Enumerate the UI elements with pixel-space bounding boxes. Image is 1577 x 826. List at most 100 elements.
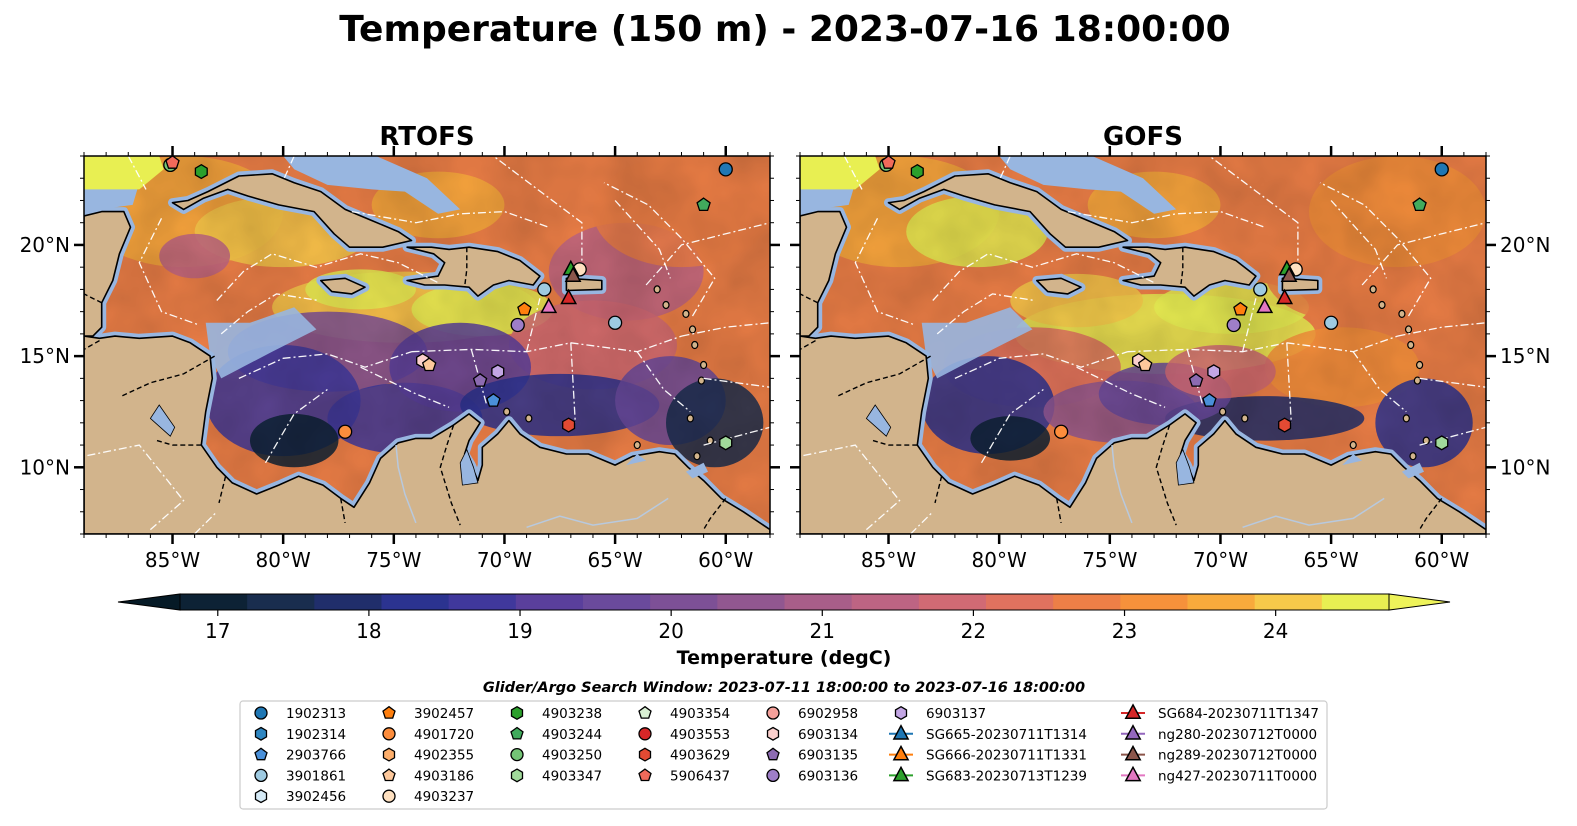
- y-tick-label: 15°N: [20, 344, 70, 368]
- legend-label: 3902457: [414, 706, 474, 722]
- colorbar-swatch: [448, 594, 517, 610]
- colorbar-swatch: [1053, 594, 1121, 610]
- colorbar-label: Temperature (degC): [677, 647, 892, 669]
- obs-marker: [510, 317, 525, 333]
- legend-label: 6903135: [798, 748, 858, 764]
- colorbar-swatch: [1187, 594, 1256, 610]
- obs-marker: [421, 357, 437, 372]
- legend-entry: 6903135: [766, 747, 858, 764]
- x-tick-label: 70°W: [1193, 548, 1248, 572]
- y-tick-label: 10°N: [20, 455, 70, 479]
- colorbar-swatch: [515, 594, 584, 610]
- colorbar-swatch: [650, 594, 718, 610]
- legend-marker: [1124, 744, 1142, 761]
- legend-label: 4902355: [414, 748, 474, 764]
- legend-label: 3902456: [286, 789, 346, 805]
- legend-label: 1902313: [286, 706, 346, 722]
- colorbar-tick-label: 21: [810, 619, 835, 643]
- legend-label: SG666-20230711T1331: [926, 748, 1087, 764]
- x-tick-label: 65°W: [1303, 548, 1358, 572]
- x-tick-label: 65°W: [587, 548, 642, 572]
- legend-marker: [254, 768, 268, 783]
- colorbar: 17 18 19 20 21 22 23 24: [117, 593, 1451, 643]
- legend-marker: [382, 768, 396, 782]
- legend-label: SG683-20230713T1239: [926, 768, 1087, 784]
- obs-marker: [1233, 301, 1248, 316]
- legend-label: ng289-20230712T0000: [1158, 748, 1317, 764]
- legend: 1902313 1902314 2903766 3901861 3902456 39024…: [239, 700, 1328, 810]
- legend-entry: 6903134: [766, 726, 858, 743]
- y-tick-label-right: 10°N: [1500, 455, 1550, 479]
- legend-label: ng427-20230711T0000: [1158, 768, 1317, 784]
- colorbar-swatch: [717, 594, 785, 610]
- obs-marker: [1280, 266, 1298, 283]
- y-tick-label: 20°N: [20, 233, 70, 257]
- obs-marker: [517, 301, 532, 316]
- legend-label: 6902958: [798, 706, 858, 722]
- obs-marker: [491, 364, 505, 380]
- obs-marker: [564, 266, 582, 283]
- obs-marker: [1323, 315, 1339, 330]
- legend-entry: ng280-20230712T0000: [1121, 724, 1317, 743]
- search-window-label: Glider/Argo Search Window: 2023-07-11 18…: [483, 680, 1085, 696]
- legend-label: SG665-20230711T1314: [926, 727, 1087, 743]
- legend-marker: [254, 726, 268, 741]
- colorbar-tick-label: 22: [961, 619, 986, 643]
- colorbar-swatch: [784, 594, 853, 610]
- panel-title: GOFS: [1103, 122, 1183, 152]
- x-tick-label: 80°W: [256, 548, 311, 572]
- x-tick-label: 85°W: [861, 548, 916, 572]
- legend-marker: [766, 747, 780, 761]
- colorbar-extend-max: [1388, 593, 1451, 611]
- legend-entry: 3902456: [254, 789, 346, 805]
- legend-label: 4903347: [542, 768, 602, 784]
- obs-marker: [1276, 288, 1294, 305]
- legend-label: 4901720: [414, 727, 474, 743]
- legend-label: 4903553: [670, 727, 730, 743]
- obs-marker: [1202, 392, 1217, 407]
- legend-marker: [766, 706, 780, 720]
- legend-entry: 4903237: [382, 789, 474, 805]
- legend-marker: [382, 747, 396, 762]
- legend-marker: [510, 747, 524, 762]
- obs-marker: [472, 372, 488, 387]
- legend-marker: [892, 744, 910, 761]
- obs-marker: [881, 156, 896, 169]
- obs-marker: [607, 315, 623, 330]
- legend-entry: 3902457: [382, 705, 474, 722]
- legend-label: SG684-20230711T1347: [1158, 706, 1319, 722]
- colorbar-tick-label: 18: [356, 619, 381, 643]
- legend-entry: 4903629: [638, 747, 730, 764]
- legend-marker: [638, 727, 652, 741]
- legend-label: ng280-20230712T0000: [1158, 727, 1317, 743]
- legend-entry: ng427-20230711T0000: [1121, 765, 1317, 784]
- legend-marker: [510, 726, 524, 740]
- obs-marker: [194, 163, 208, 180]
- colorbar-swatch: [1321, 594, 1390, 610]
- legend-label: 2903766: [286, 748, 346, 764]
- legend-entry: 6903136: [766, 768, 858, 784]
- legend-entry: 4903553: [638, 727, 730, 743]
- y-tick-label-right: 20°N: [1500, 233, 1550, 257]
- obs-marker: [1412, 197, 1427, 212]
- colorbar-tick-label: 24: [1263, 619, 1288, 643]
- legend-marker: [1124, 765, 1142, 782]
- legend-label: 4903186: [414, 768, 474, 784]
- legend-entry: SG665-20230711T1314: [889, 724, 1087, 743]
- legend-entry: 2903766: [254, 747, 346, 764]
- colorbar-swatch: [918, 594, 987, 610]
- obs-marker: [562, 417, 576, 433]
- colorbar-swatch: [247, 594, 315, 610]
- obs-marker: [1435, 435, 1449, 451]
- legend-entry: 4903186: [382, 768, 474, 784]
- legend-entry: 4901720: [382, 727, 474, 743]
- legend-label: 5906437: [670, 768, 730, 784]
- obs-marker: [1256, 297, 1274, 314]
- x-tick-label: 85°W: [145, 548, 200, 572]
- obs-marker: [1188, 372, 1204, 387]
- legend-marker: [892, 724, 910, 740]
- colorbar-swatch: [1254, 594, 1323, 610]
- obs-marker: [560, 288, 578, 305]
- legend-entry: SG666-20230711T1331: [889, 744, 1087, 764]
